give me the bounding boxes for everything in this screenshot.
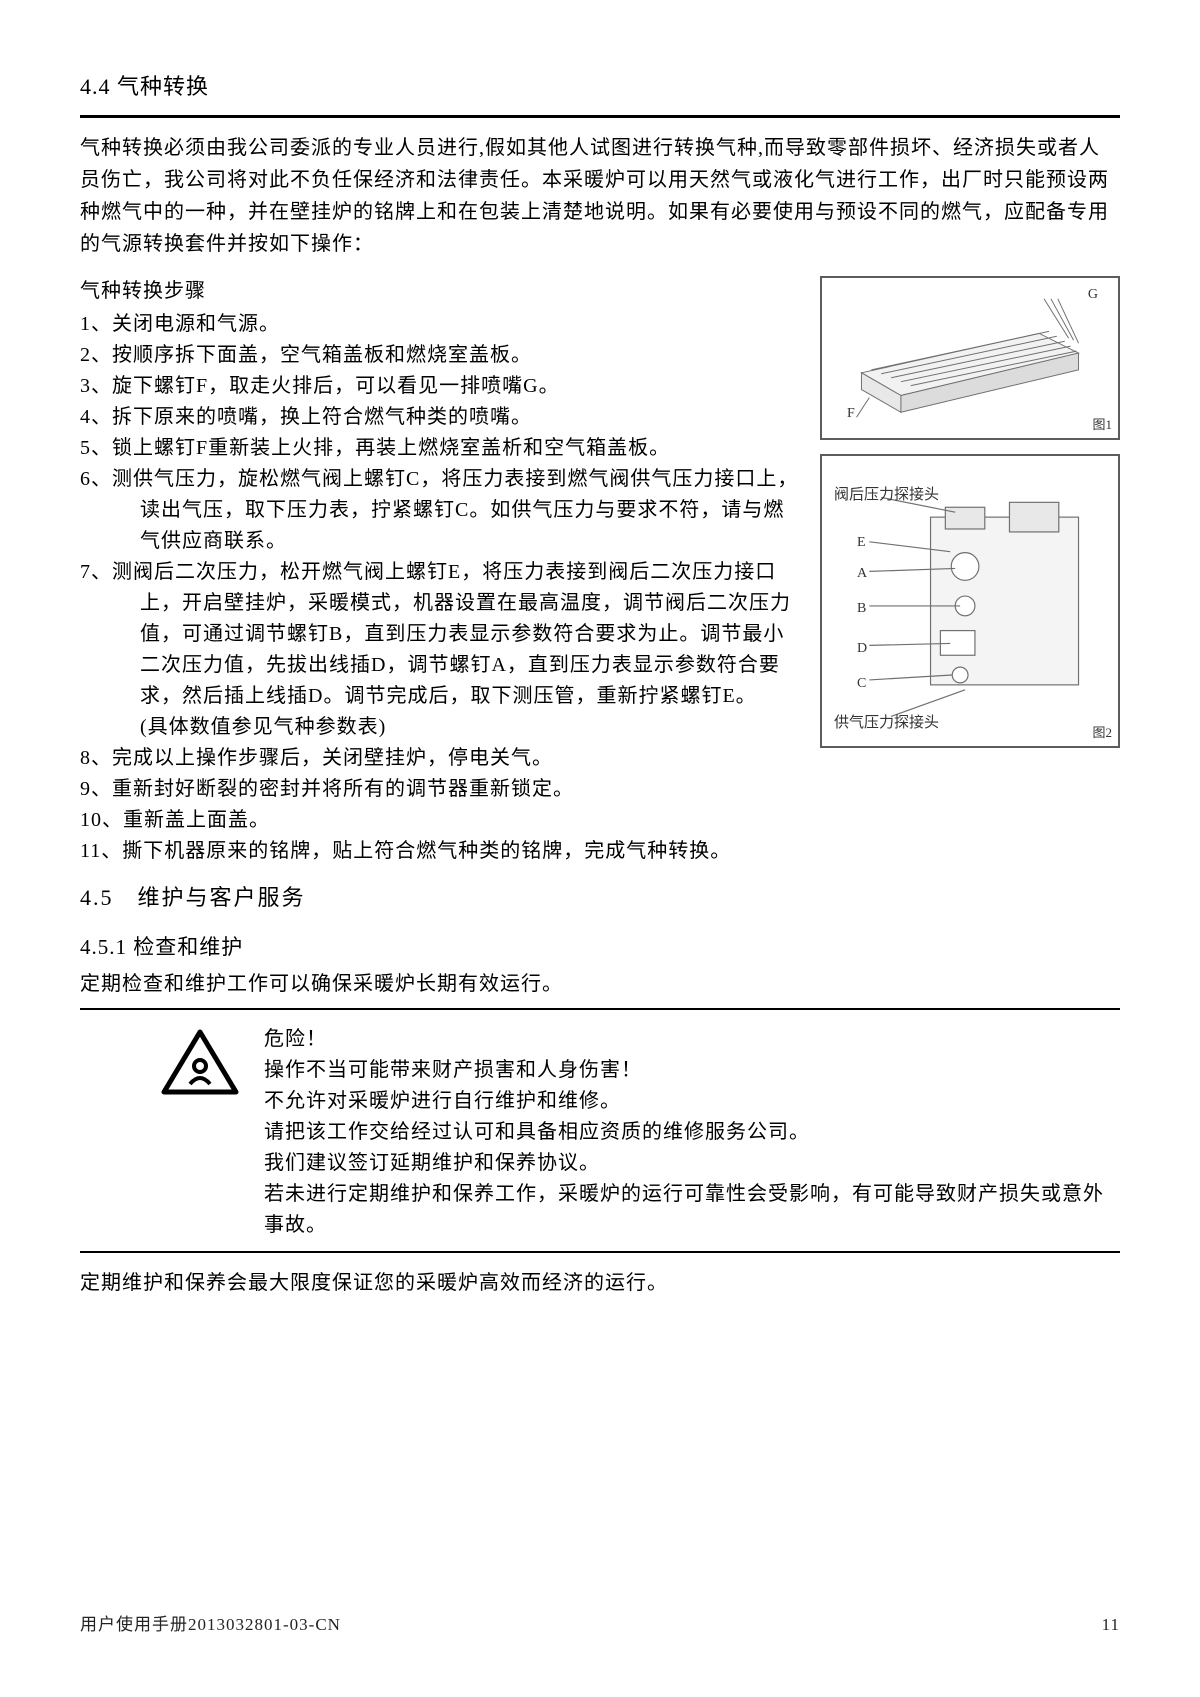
step-item: 2、按顺序拆下面盖，空气箱盖板和燃烧室盖板。 (80, 340, 802, 371)
step-item: 6、测供气压力，旋松燃气阀上螺钉C，将压力表接到燃气阀供气压力接口上，读出气压，… (80, 464, 802, 557)
step-item: 11、撕下机器原来的铭牌，贴上符合燃气种类的铭牌，完成气种转换。 (80, 836, 802, 867)
fig2-letter-a: A (857, 563, 867, 584)
page-content: 4.4 气种转换 气种转换必须由我公司委派的专业人员进行,假如其他人试图进行转换… (0, 0, 1200, 1339)
step-item: (具体数值参见气种参数表) (80, 712, 802, 743)
fig2-letter-c: C (857, 673, 866, 694)
section-4-4-intro: 气种转换必须由我公司委派的专业人员进行,假如其他人试图进行转换气种,而导致零部件… (80, 132, 1120, 260)
warn-l5: 若未进行定期维护和保养工作，采暖炉的运行可靠性会受影响，有可能导致财产损失或意外… (264, 1179, 1120, 1241)
section-4-5-title: 4.5 维护与客户服务 (80, 881, 1120, 914)
step-item: 8、完成以上操作步骤后，关闭壁挂炉，停电关气。 (80, 743, 802, 774)
footer-page-number: 11 (1102, 1612, 1120, 1638)
warn-title: 危险！ (264, 1024, 1120, 1055)
page-footer: 用户使用手册2013032801-03-CN 11 (80, 1612, 1120, 1638)
figure-2: 阀后压力探接头 E A B D C 供气压力探接头 图2 (820, 454, 1120, 748)
fig1-label-f: F (847, 403, 855, 424)
warn-l2: 不允许对采暖炉进行自行维护和维修。 (264, 1086, 1120, 1117)
warning-text: 危险！ 操作不当可能带来财产损害和人身伤害！ 不允许对采暖炉进行自行维护和维修。… (264, 1024, 1120, 1241)
section-4-4-title: 4.4 气种转换 (80, 70, 1120, 103)
fig1-label-g: G (1088, 284, 1098, 305)
warning-icon (160, 1024, 240, 1107)
figures-column: F G 图1 (820, 276, 1120, 867)
step-item: 10、重新盖上面盖。 (80, 805, 802, 836)
warn-l3: 请把该工作交给经过认可和具备相应资质的维修服务公司。 (264, 1117, 1120, 1148)
fig1-caption: 图1 (1092, 415, 1112, 435)
warning-row: 危险！ 操作不当可能带来财产损害和人身伤害！ 不允许对采暖炉进行自行维护和维修。… (80, 1024, 1120, 1241)
footer-left: 用户使用手册2013032801-03-CN (80, 1612, 341, 1638)
step-item: 3、旋下螺钉F，取走火排后，可以看见一排喷嘴G。 (80, 371, 802, 402)
fig2-letter-d: D (857, 638, 867, 659)
warn-l1: 操作不当可能带来财产损害和人身伤害！ (264, 1055, 1120, 1086)
figure-1: F G 图1 (820, 276, 1120, 440)
fig2-top-label: 阀后压力探接头 (834, 484, 939, 507)
divider (80, 1008, 1120, 1010)
step-item: 9、重新封好断裂的密封并将所有的调节器重新锁定。 (80, 774, 802, 805)
step-item: 7、测阀后二次压力，松开燃气阀上螺钉E，将压力表接到阀后二次压力接口上，开启壁挂… (80, 557, 802, 712)
fig2-letter-e: E (857, 532, 866, 553)
fig2-letter-b: B (857, 598, 866, 619)
section-4-5-closing: 定期维护和保养会最大限度保证您的采暖炉高效而经济的运行。 (80, 1267, 1120, 1299)
divider (80, 1251, 1120, 1253)
divider (80, 115, 1120, 118)
figure-1-svg (822, 278, 1118, 438)
steps-title: 气种转换步骤 (80, 276, 802, 307)
section-4-5-1-line1: 定期检查和维护工作可以确保采暖炉长期有效运行。 (80, 968, 1120, 1000)
steps-column: 气种转换步骤 1、关闭电源和气源。2、按顺序拆下面盖，空气箱盖板和燃烧室盖板。3… (80, 276, 802, 867)
warn-l4: 我们建议签订延期维护和保养协议。 (264, 1148, 1120, 1179)
section-4-5-1-title: 4.5.1 检查和维护 (80, 932, 1120, 964)
step-item: 5、锁上螺钉F重新装上火排，再装上燃烧室盖析和空气箱盖板。 (80, 433, 802, 464)
step-item: 4、拆下原来的喷嘴，换上符合燃气种类的喷嘴。 (80, 402, 802, 433)
steps-and-figures-row: 气种转换步骤 1、关闭电源和气源。2、按顺序拆下面盖，空气箱盖板和燃烧室盖板。3… (80, 276, 1120, 867)
fig2-bottom-label: 供气压力探接头 (834, 712, 939, 735)
fig2-caption: 图2 (1092, 723, 1112, 743)
steps-list: 1、关闭电源和气源。2、按顺序拆下面盖，空气箱盖板和燃烧室盖板。3、旋下螺钉F，… (80, 309, 802, 867)
step-item: 1、关闭电源和气源。 (80, 309, 802, 340)
